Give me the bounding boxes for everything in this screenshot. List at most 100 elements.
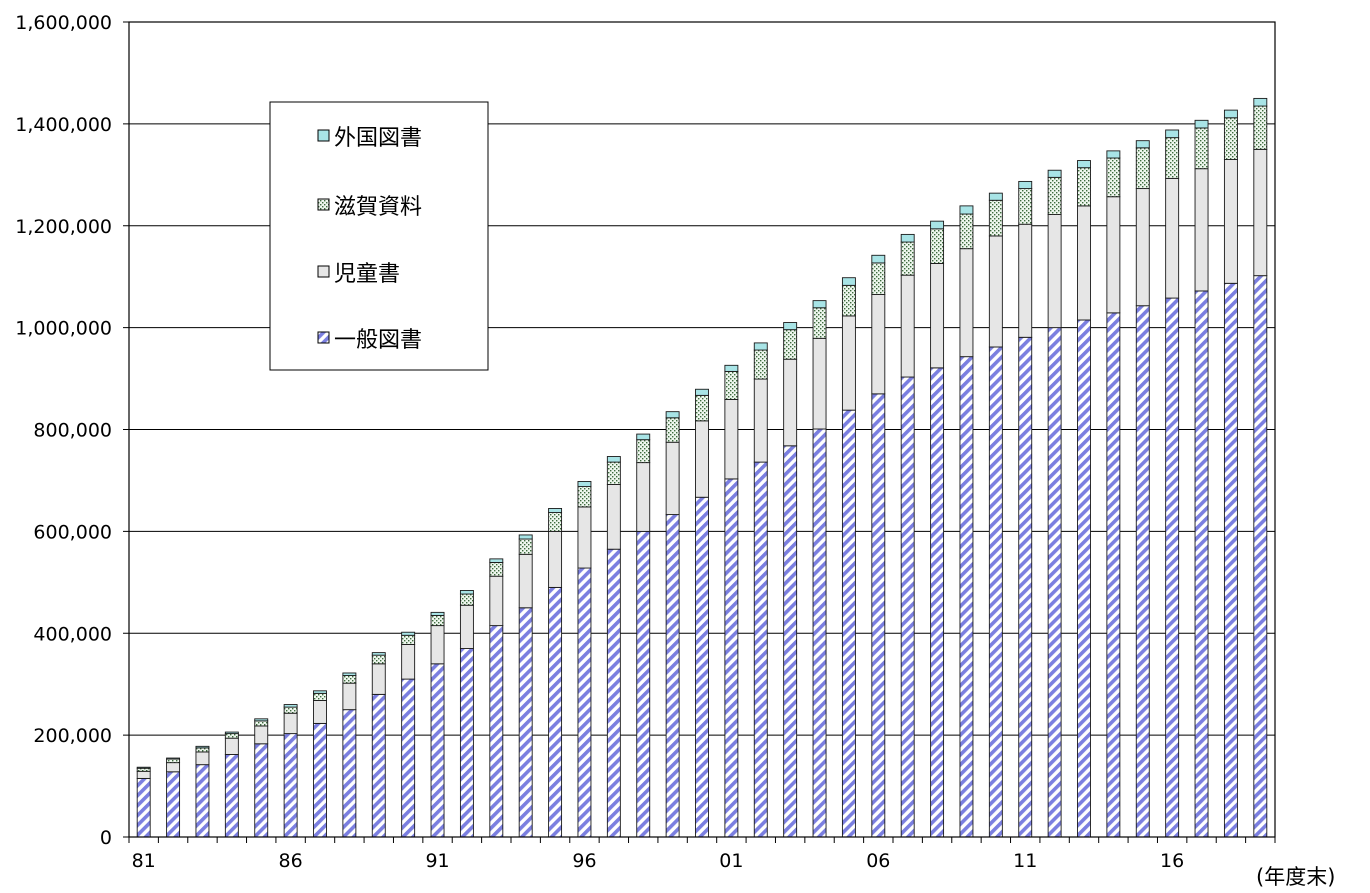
bar-stack-1999: [665, 411, 680, 838]
bar-children-1997: [606, 484, 621, 550]
bar-stack-1993: [489, 558, 504, 838]
bar-foreign-2015: [1135, 140, 1150, 149]
bar-shiga-2004: [812, 307, 827, 339]
bar-shiga-1994: [518, 538, 533, 555]
x-tick-label: 81: [132, 850, 156, 872]
bar-stack-2001: [724, 364, 739, 838]
bar-general-2008: [930, 367, 945, 838]
x-tick-label: 86: [279, 850, 303, 872]
bar-shiga-2016: [1165, 137, 1180, 179]
bar-general-1997: [606, 548, 621, 838]
legend-label-children: 児童書: [334, 262, 400, 287]
bar-shiga-1996: [577, 486, 592, 508]
bar-general-2013: [1077, 319, 1091, 838]
bar-general-1981: [136, 777, 151, 838]
bar-foreign-2011: [1018, 180, 1033, 190]
bar-stack-2006: [871, 254, 886, 838]
bar-children-2014: [1106, 196, 1121, 314]
bar-foreign-2012: [1047, 169, 1062, 178]
bar-foreign-1999: [665, 411, 680, 419]
bar-children-1995: [548, 530, 563, 588]
bar-shiga-1998: [636, 439, 651, 464]
x-tick-label: 06: [866, 850, 890, 872]
legend-item-foreign: 外国図書: [317, 126, 422, 151]
y-tick-label: 600,000: [33, 521, 112, 543]
bar-foreign-1997: [606, 456, 621, 463]
x-tick-label: 91: [425, 850, 449, 872]
bar-children-1991: [430, 625, 445, 665]
bar-stack-2015: [1135, 140, 1150, 838]
bar-stack-1997: [606, 456, 621, 838]
bar-stack-1982: [166, 757, 181, 838]
bar-stack-2016: [1165, 129, 1180, 838]
bar-shiga-2012: [1047, 176, 1062, 215]
bar-children-1998: [636, 462, 651, 532]
bar-stack-1991: [430, 611, 445, 838]
bar-stack-2012: [1047, 169, 1062, 838]
bar-foreign-2008: [930, 220, 945, 230]
bar-children-1981: [136, 770, 151, 779]
bar-shiga-1992: [459, 593, 474, 606]
bar-children-2019: [1253, 148, 1268, 277]
bar-stack-2013: [1077, 160, 1091, 838]
bar-stack-1985: [254, 718, 269, 838]
x-tick-label: 96: [572, 850, 596, 872]
bar-shiga-1999: [665, 417, 680, 443]
bar-shiga-2003: [783, 329, 798, 360]
bar-shiga-1990: [401, 634, 416, 645]
bar-children-1982: [166, 762, 181, 773]
bar-shiga-2019: [1253, 105, 1268, 150]
bar-children-1985: [254, 725, 269, 745]
bar-stack-2008: [930, 220, 945, 838]
bar-stack-2014: [1106, 150, 1121, 838]
bar-foreign-2014: [1106, 150, 1121, 159]
bar-stack-2003: [783, 322, 798, 838]
x-tick-label: 11: [1013, 850, 1037, 872]
bar-general-1986: [283, 733, 298, 838]
bar-foreign-2018: [1223, 109, 1238, 119]
bar-foreign-2002: [753, 342, 768, 351]
bar-children-2018: [1223, 159, 1238, 284]
x-tick-label: 01: [719, 850, 743, 872]
bar-stack-1981: [136, 766, 151, 838]
y-axis-ticks: 0 200,000 400,000 600,000 800,000 1,000,000 1,…: [15, 12, 129, 849]
bar-children-2006: [871, 294, 886, 395]
bar-general-2016: [1165, 297, 1180, 838]
bar-foreign-1989: [371, 652, 386, 656]
bar-general-1988: [342, 709, 357, 838]
bar-shiga-1986: [283, 706, 298, 714]
bar-general-1983: [195, 764, 210, 838]
bar-foreign-2004: [812, 300, 827, 309]
bar-children-1983: [195, 751, 210, 766]
bar-shiga-1987: [313, 692, 327, 701]
bar-shiga-1997: [606, 461, 621, 485]
bar-general-1999: [665, 514, 680, 838]
legend-swatch-foreign: [317, 129, 330, 142]
bar-shiga-1982: [166, 758, 181, 764]
bar-stack-2009: [959, 205, 974, 838]
bar-foreign-1983: [195, 745, 210, 749]
bar-children-1992: [459, 604, 474, 649]
bar-shiga-2008: [930, 228, 945, 264]
bar-children-2003: [783, 358, 798, 447]
legend-swatch-general: [317, 331, 330, 344]
bar-general-2002: [753, 461, 768, 838]
bar-shiga-1983: [195, 747, 210, 753]
bar-children-2015: [1135, 188, 1150, 307]
bar-children-1989: [371, 663, 386, 695]
bar-shiga-2010: [988, 199, 1003, 237]
bar-stack-2007: [900, 233, 915, 838]
bar-general-1982: [166, 771, 181, 838]
bar-foreign-2013: [1077, 160, 1091, 169]
bar-foreign-2017: [1194, 119, 1209, 129]
bar-children-2008: [930, 262, 945, 369]
legend-label-shiga: 滋賀資料: [334, 195, 422, 220]
legend-box: [269, 101, 489, 371]
bar-foreign-1998: [636, 433, 651, 441]
legend-label-general: 一般図書: [334, 328, 422, 353]
y-tick-label: 200,000: [33, 725, 112, 747]
bar-shiga-2009: [959, 213, 974, 250]
legend-item-children: 児童書: [317, 262, 400, 287]
bar-stack-2019: [1253, 97, 1268, 838]
bar-children-2010: [988, 235, 1003, 348]
